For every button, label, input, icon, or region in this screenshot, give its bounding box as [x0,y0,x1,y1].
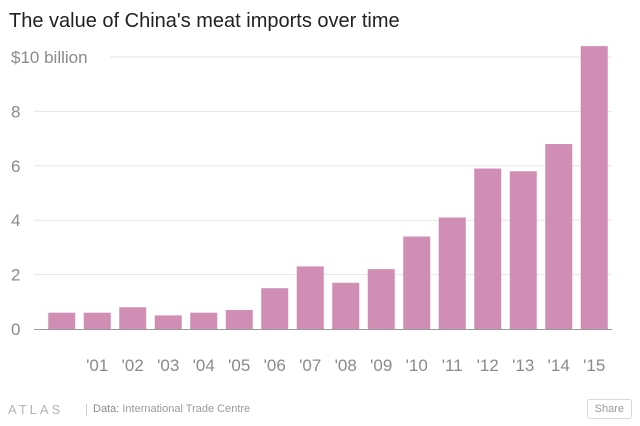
source-key: Data: [93,403,120,415]
bar [474,168,502,329]
bar [509,171,537,329]
x-tick-label: '11 [442,356,463,375]
bar [261,288,289,329]
y-tick-label: 4 [11,211,20,230]
x-axis-ticks: '01 '02 '03 '04 '05 '06 '07 '08 '09 '10 '11 '12 '13 '… [86,356,605,375]
x-tick-label: '02 [122,356,144,375]
bar [438,217,466,329]
source-value: International Trade Centre [122,403,251,415]
bar [119,307,147,329]
bar [545,144,573,329]
bar [580,46,608,330]
atlas-logo[interactable]: ATLAS [8,402,64,417]
bar [190,312,218,329]
y-tick-label: 6 [11,157,20,176]
y-tick-label: 2 [11,266,20,285]
x-tick-label: '01 [86,356,108,375]
bar [83,312,111,329]
x-tick-label: '12 [477,356,499,375]
bar [403,236,431,329]
y-tick-label: 0 [11,320,20,339]
bar [154,315,182,329]
x-tick-label: '08 [335,356,357,375]
x-tick-label: '15 [583,356,605,375]
x-tick-label: '06 [264,356,286,375]
x-tick-label: '09 [370,356,392,375]
bars [48,46,608,330]
share-button[interactable]: Share [586,399,632,419]
y-tick-label: $10 billion [11,48,88,67]
bar [332,282,360,329]
x-tick-label: '14 [548,356,570,375]
footer: ATLAS Data: International Trade Centre S… [8,399,632,421]
x-tick-label: '07 [299,356,321,375]
chart-title: The value of China's meat imports over t… [9,10,400,32]
bar [296,266,324,329]
bar [48,312,76,329]
bar [367,269,395,329]
x-tick-label: '05 [228,356,250,375]
source-credit: Data: International Trade Centre [93,403,250,415]
bar [225,309,253,329]
x-tick-label: '04 [193,356,215,375]
x-tick-label: '03 [157,356,179,375]
x-tick-label: '13 [512,356,534,375]
y-tick-label: 8 [11,102,20,121]
y-axis-ticks: 0 2 4 6 8 $10 billion [11,48,88,339]
footer-divider [86,404,87,416]
x-tick-label: '10 [406,356,428,375]
